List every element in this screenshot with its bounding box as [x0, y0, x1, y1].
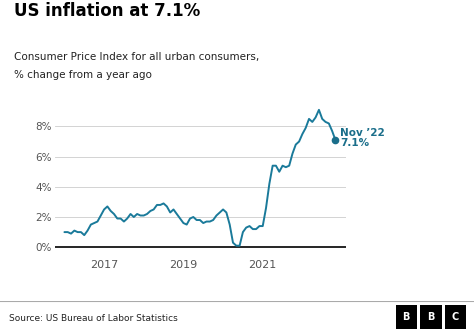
- FancyBboxPatch shape: [396, 305, 417, 329]
- Text: % change from a year ago: % change from a year ago: [14, 70, 152, 80]
- Text: Nov ’22: Nov ’22: [340, 128, 385, 138]
- Text: Source: US Bureau of Labor Statistics: Source: US Bureau of Labor Statistics: [9, 314, 178, 323]
- FancyBboxPatch shape: [445, 305, 466, 329]
- FancyBboxPatch shape: [420, 305, 442, 329]
- Text: Consumer Price Index for all urban consumers,: Consumer Price Index for all urban consu…: [14, 52, 259, 62]
- Text: 7.1%: 7.1%: [340, 138, 369, 148]
- Text: C: C: [452, 312, 459, 322]
- Text: US inflation at 7.1%: US inflation at 7.1%: [14, 2, 201, 20]
- Text: B: B: [427, 312, 435, 322]
- Text: B: B: [402, 312, 410, 322]
